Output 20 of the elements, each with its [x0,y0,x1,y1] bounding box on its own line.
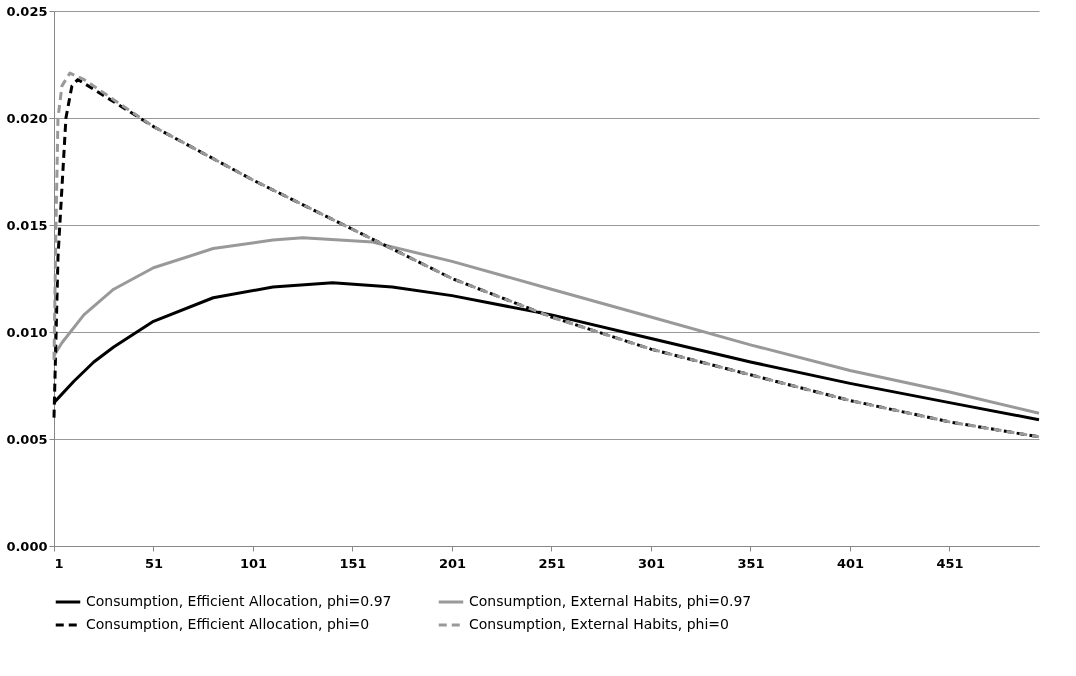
x-tick-label: 301 [637,555,666,571]
x-tick-label: 401 [836,555,865,571]
y-tick-label: 0.005 [6,431,48,447]
x-tick-label: 351 [737,555,765,571]
legend-label: Consumption, Efficient Allocation, phi=0 [86,616,370,632]
legend-label: Consumption, External Habits, phi=0.97 [469,593,752,609]
y-tick-label: 0.020 [6,110,48,126]
y-tick-label: 0.015 [6,217,48,233]
x-tick-label: 101 [239,555,268,571]
x-tick-label: 51 [144,555,164,571]
x-tick-label: 201 [438,555,467,571]
x-tick-label: 1 [54,555,64,571]
legend-label: Consumption, External Habits, phi=0 [469,616,730,632]
x-tick-label: 451 [936,555,964,571]
x-tick-label: 251 [538,555,566,571]
y-tick-label: 0.010 [6,324,48,340]
x-tick-label: 151 [339,555,367,571]
legend-label: Consumption, Efficient Allocation, phi=0.97 [86,593,392,609]
y-tick-label: 0.000 [6,538,48,554]
y-tick-label: 0.025 [6,3,48,19]
